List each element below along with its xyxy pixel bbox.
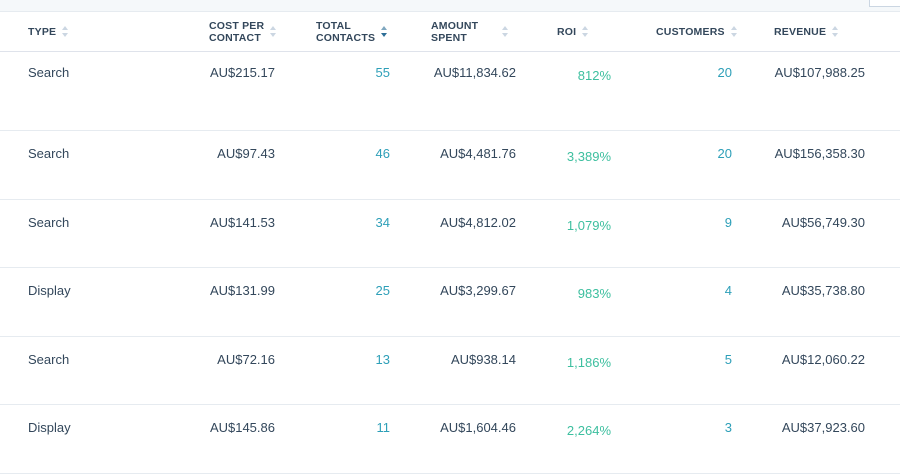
cell-amount-spent: AU$3,299.67 bbox=[440, 283, 516, 298]
table-row: Search AU$72.16 13 AU$938.14 1,186% 5 AU… bbox=[0, 337, 900, 405]
cell-roi: 1,079% bbox=[566, 217, 611, 233]
column-header-label: COST PER CONTACT bbox=[209, 19, 265, 44]
column-header-label: TYPE bbox=[28, 25, 57, 38]
column-header-total-contacts[interactable]: TOTAL CONTACTS bbox=[316, 12, 388, 51]
sort-active-icon bbox=[381, 25, 388, 38]
cell-customers-link[interactable]: 9 bbox=[724, 214, 732, 230]
cell-revenue: AU$56,749.30 bbox=[781, 214, 865, 230]
cell-customers-link[interactable]: 20 bbox=[717, 146, 732, 161]
column-header-revenue[interactable]: REVENUE bbox=[774, 12, 839, 51]
column-header-label: REVENUE bbox=[774, 25, 827, 38]
cell-type: Search bbox=[28, 214, 70, 230]
column-header-label: TOTAL CONTACTS bbox=[316, 19, 376, 44]
column-header-label: AMOUNT SPENT bbox=[431, 19, 479, 44]
cell-roi: 2,264% bbox=[566, 423, 611, 438]
top-right-control[interactable] bbox=[869, 0, 900, 7]
table-header: TYPE COST PER CONTACT TOTAL CONTACTS AMO… bbox=[0, 12, 900, 52]
sort-icon bbox=[270, 25, 277, 38]
table-row: Display AU$145.86 11 AU$1,604.46 2,264% … bbox=[0, 405, 900, 474]
cell-amount-spent: AU$938.14 bbox=[450, 351, 516, 367]
cell-revenue: AU$156,358.30 bbox=[774, 146, 865, 161]
column-header-roi[interactable]: ROI bbox=[557, 12, 589, 51]
cell-roi: 1,186% bbox=[566, 354, 611, 370]
sort-icon bbox=[582, 25, 589, 38]
cell-cost-per-contact: AU$131.99 bbox=[209, 283, 275, 298]
cell-roi: 812% bbox=[577, 68, 611, 83]
cell-type: Search bbox=[28, 351, 70, 367]
table-row: Search AU$141.53 34 AU$4,812.02 1,079% 9… bbox=[0, 200, 900, 268]
cell-cost-per-contact: AU$145.86 bbox=[209, 420, 275, 435]
cell-type: Display bbox=[28, 420, 71, 435]
cell-roi: 3,389% bbox=[566, 149, 611, 164]
table-row: Display AU$131.99 25 AU$3,299.67 983% 4 … bbox=[0, 268, 900, 337]
cell-roi: 983% bbox=[577, 286, 611, 301]
column-header-customers[interactable]: CUSTOMERS bbox=[656, 12, 738, 51]
column-header-cost-per-contact[interactable]: COST PER CONTACT bbox=[209, 12, 277, 51]
cell-total-contacts-link[interactable]: 46 bbox=[375, 146, 390, 161]
table-body: Search AU$215.17 55 AU$11,834.62 812% 20… bbox=[0, 52, 900, 474]
cell-total-contacts-link[interactable]: 34 bbox=[375, 214, 390, 230]
cell-amount-spent: AU$11,834.62 bbox=[433, 65, 516, 80]
table-row: Search AU$215.17 55 AU$11,834.62 812% 20… bbox=[0, 52, 900, 131]
top-toolbar-strip bbox=[0, 0, 900, 12]
sort-icon bbox=[62, 25, 69, 38]
column-header-label: ROI bbox=[557, 25, 577, 38]
column-header-amount-spent[interactable]: AMOUNT SPENT bbox=[431, 12, 509, 51]
cell-total-contacts-link[interactable]: 25 bbox=[375, 283, 390, 298]
cell-type: Search bbox=[28, 146, 70, 161]
cell-customers-link[interactable]: 4 bbox=[724, 283, 732, 298]
column-header-label: CUSTOMERS bbox=[656, 25, 725, 38]
campaign-table: TYPE COST PER CONTACT TOTAL CONTACTS AMO… bbox=[0, 12, 900, 474]
cell-cost-per-contact: AU$141.53 bbox=[209, 214, 275, 230]
cell-cost-per-contact: AU$215.17 bbox=[209, 65, 275, 80]
cell-revenue: AU$12,060.22 bbox=[781, 351, 865, 367]
table-row: Search AU$97.43 46 AU$4,481.76 3,389% 20… bbox=[0, 131, 900, 200]
cell-amount-spent: AU$1,604.46 bbox=[440, 420, 516, 435]
cell-total-contacts-link[interactable]: 55 bbox=[375, 65, 390, 80]
cell-cost-per-contact: AU$97.43 bbox=[217, 146, 275, 161]
cell-revenue: AU$107,988.25 bbox=[774, 65, 865, 80]
cell-customers-link[interactable]: 3 bbox=[724, 420, 732, 435]
cell-amount-spent: AU$4,481.76 bbox=[440, 146, 516, 161]
cell-customers-link[interactable]: 20 bbox=[717, 65, 732, 80]
sort-icon bbox=[730, 25, 738, 38]
cell-customers-link[interactable]: 5 bbox=[724, 351, 732, 367]
sort-icon bbox=[502, 25, 509, 38]
cell-total-contacts-link[interactable]: 13 bbox=[375, 351, 390, 367]
cell-revenue: AU$35,738.80 bbox=[781, 283, 865, 298]
cell-revenue: AU$37,923.60 bbox=[781, 420, 865, 435]
cell-total-contacts-link[interactable]: 11 bbox=[376, 420, 391, 435]
cell-cost-per-contact: AU$72.16 bbox=[217, 351, 275, 367]
column-header-type[interactable]: TYPE bbox=[28, 12, 69, 51]
sort-icon bbox=[832, 25, 839, 38]
cell-type: Display bbox=[28, 283, 71, 298]
cell-type: Search bbox=[28, 65, 70, 80]
cell-amount-spent: AU$4,812.02 bbox=[440, 214, 516, 230]
